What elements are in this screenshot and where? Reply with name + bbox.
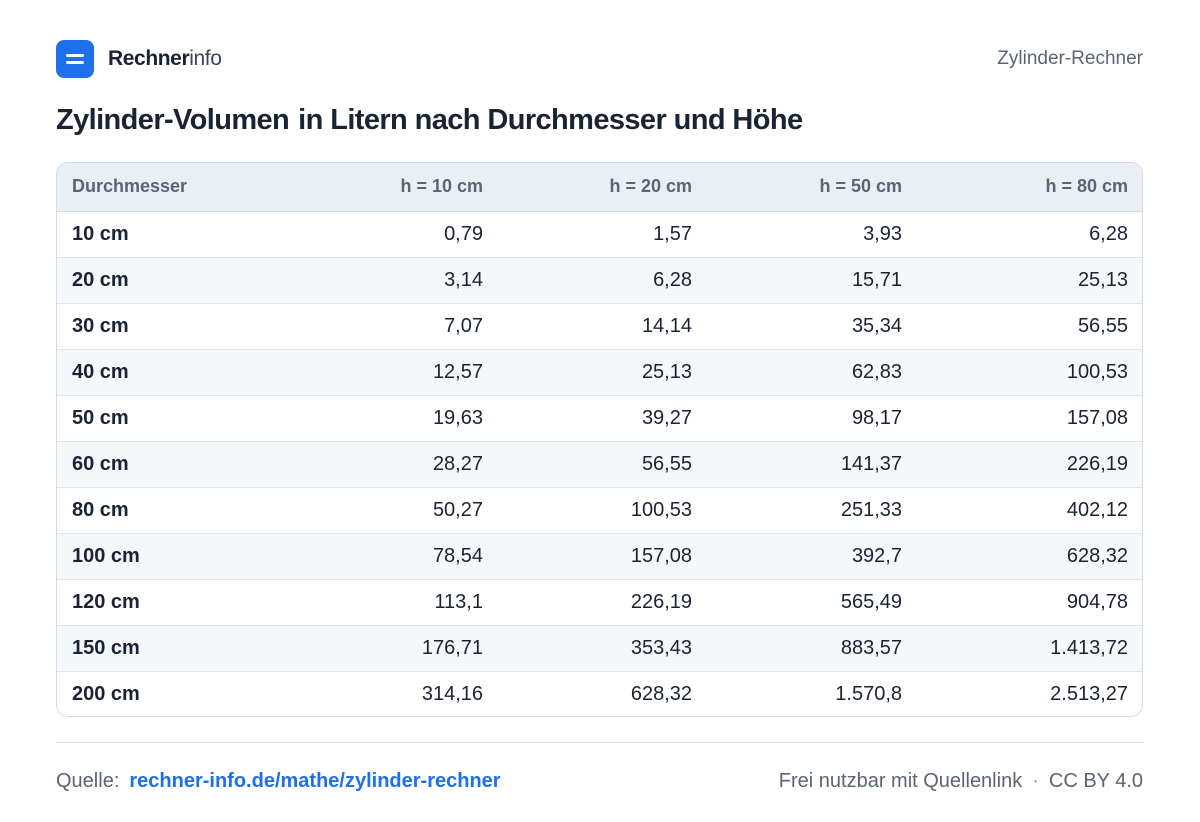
volume-cell: 50,27 bbox=[288, 486, 499, 533]
table-row: 10 cm 0,79 1,57 3,93 6,28 bbox=[57, 211, 1142, 257]
volume-cell: 35,34 bbox=[708, 302, 918, 349]
volume-cell: 56,55 bbox=[499, 440, 708, 487]
brand-name-strong: Rechner bbox=[108, 47, 190, 70]
volume-cell: 392,7 bbox=[708, 532, 918, 579]
volume-cell: 1.413,72 bbox=[918, 624, 1142, 671]
table-row: 40 cm 12,57 25,13 62,83 100,53 bbox=[57, 348, 1142, 395]
volume-cell: 62,83 bbox=[708, 348, 918, 395]
page-footer: Quelle: rechner-info.de/mathe/zylinder-re… bbox=[56, 768, 1143, 794]
volume-cell: 3,93 bbox=[863, 222, 902, 245]
diameter-cell: 80 cm bbox=[57, 486, 288, 533]
volume-table: Durchmesser h = 10 cm h = 20 cm h = 50 cm h … bbox=[57, 163, 1142, 716]
column-header-diameter: Durchmesser bbox=[57, 163, 288, 212]
volume-cell: 15,71 bbox=[708, 256, 918, 303]
source-label: Quelle: bbox=[56, 769, 120, 792]
table-row: 60 cm 28,27 56,55 141,37 226,19 bbox=[57, 440, 1142, 487]
license-info: Frei nutzbar mit Quellenlink · CC BY 4.0 bbox=[779, 770, 1143, 793]
volume-cell: 314,16 bbox=[288, 670, 499, 716]
column-header-height: h = 10 cm bbox=[288, 163, 499, 212]
volume-cell: 25,13 bbox=[918, 256, 1142, 303]
column-header-height: h = 80 cm bbox=[918, 163, 1142, 212]
volume-cell: 904,78 bbox=[918, 578, 1142, 625]
diameter-cell: 200 cm bbox=[57, 670, 288, 716]
equals-icon bbox=[56, 40, 94, 78]
volume-cell: 402,12 bbox=[918, 486, 1142, 533]
diameter-cell: 10 cm bbox=[72, 222, 129, 245]
volume-cell: 7,07 bbox=[288, 302, 499, 349]
calculator-label: Zylinder-Rechner bbox=[997, 48, 1143, 69]
table-row: 80 cm 50,27 100,53 251,33 402,12 bbox=[57, 486, 1142, 533]
volume-table-container: Durchmesser h = 10 cm h = 20 cm h = 50 cm h … bbox=[56, 162, 1143, 717]
diameter-cell: 40 cm bbox=[57, 348, 288, 395]
volume-cell: 6,28 bbox=[1089, 222, 1128, 245]
volume-cell: 100,53 bbox=[499, 486, 708, 533]
volume-cell: 1,57 bbox=[653, 222, 692, 245]
license-separator: · bbox=[1032, 769, 1039, 792]
page-header: Rechnerinfo Zylinder-Rechner bbox=[56, 40, 1143, 78]
table-row: 20 cm 3,14 6,28 15,71 25,13 bbox=[57, 256, 1142, 303]
volume-cell: 226,19 bbox=[499, 578, 708, 625]
volume-cell: 113,1 bbox=[288, 578, 499, 625]
volume-cell: 98,17 bbox=[708, 394, 918, 441]
source-link[interactable]: rechner-info.de/mathe/zylinder-rechner bbox=[129, 769, 501, 792]
footer-divider bbox=[56, 742, 1144, 743]
volume-cell: 25,13 bbox=[499, 348, 708, 395]
brand-name: Rechnerinfo bbox=[108, 47, 222, 71]
page-title-main: Zylinder-Volumen bbox=[56, 104, 290, 136]
license-name: CC BY 4.0 bbox=[1048, 769, 1143, 792]
volume-cell: 883,57 bbox=[708, 624, 918, 671]
volume-cell: 0,79 bbox=[444, 222, 483, 245]
page-title-sub: in Litern nach Durchmesser und Höhe bbox=[298, 104, 803, 136]
diameter-cell: 20 cm bbox=[57, 256, 288, 303]
volume-cell: 1.570,8 bbox=[708, 670, 918, 716]
diameter-cell: 120 cm bbox=[57, 578, 288, 625]
volume-cell: 226,19 bbox=[918, 440, 1142, 487]
volume-cell: 2.513,27 bbox=[918, 670, 1142, 716]
diameter-cell: 50 cm bbox=[57, 394, 288, 441]
volume-cell: 251,33 bbox=[708, 486, 918, 533]
volume-cell: 28,27 bbox=[288, 440, 499, 487]
table-row: 100 cm 78,54 157,08 392,7 628,32 bbox=[57, 532, 1142, 579]
volume-cell: 14,14 bbox=[499, 302, 708, 349]
volume-cell: 78,54 bbox=[288, 532, 499, 579]
volume-cell: 141,37 bbox=[708, 440, 918, 487]
diameter-cell: 60 cm bbox=[57, 440, 288, 487]
volume-cell: 6,28 bbox=[499, 256, 708, 303]
brand-name-light: info bbox=[189, 47, 222, 70]
volume-cell: 19,63 bbox=[288, 394, 499, 441]
table-body: 10 cm 0,79 1,57 3,93 6,28 20 cm 3,14 6,28 15,71 2… bbox=[57, 211, 1142, 716]
volume-cell: 628,32 bbox=[499, 670, 708, 716]
volume-cell: 3,14 bbox=[288, 256, 499, 303]
table-row: 150 cm 176,71 353,43 883,57 1.413,72 bbox=[57, 624, 1142, 671]
page-title: Zylinder-Volumen in Litern nach Durchmess… bbox=[56, 104, 803, 137]
table-row: 30 cm 7,07 14,14 35,34 56,55 bbox=[57, 302, 1142, 349]
brand-logo[interactable]: Rechnerinfo bbox=[56, 40, 222, 78]
volume-cell: 628,32 bbox=[918, 532, 1142, 579]
source: Quelle: rechner-info.de/mathe/zylinder-re… bbox=[56, 770, 501, 793]
column-header-height: h = 50 cm bbox=[708, 163, 918, 212]
volume-cell: 39,27 bbox=[499, 394, 708, 441]
table-header-row: Durchmesser h = 10 cm h = 20 cm h = 50 cm h … bbox=[57, 163, 1142, 212]
volume-cell: 100,53 bbox=[918, 348, 1142, 395]
column-header-height: h = 20 cm bbox=[499, 163, 708, 212]
volume-cell: 56,55 bbox=[918, 302, 1142, 349]
table-row: 120 cm 113,1 226,19 565,49 904,78 bbox=[57, 578, 1142, 625]
table-row: 200 cm 314,16 628,32 1.570,8 2.513,27 bbox=[57, 670, 1142, 716]
diameter-cell: 100 cm bbox=[57, 532, 288, 579]
volume-cell: 157,08 bbox=[499, 532, 708, 579]
table-row: 50 cm 19,63 39,27 98,17 157,08 bbox=[57, 394, 1142, 441]
license-text: Frei nutzbar mit Quellenlink bbox=[778, 769, 1023, 792]
volume-cell: 176,71 bbox=[288, 624, 499, 671]
volume-cell: 12,57 bbox=[288, 348, 499, 395]
diameter-cell: 30 cm bbox=[57, 302, 288, 349]
volume-cell: 565,49 bbox=[708, 578, 918, 625]
volume-cell: 353,43 bbox=[499, 624, 708, 671]
volume-cell: 157,08 bbox=[918, 394, 1142, 441]
diameter-cell: 150 cm bbox=[57, 624, 288, 671]
